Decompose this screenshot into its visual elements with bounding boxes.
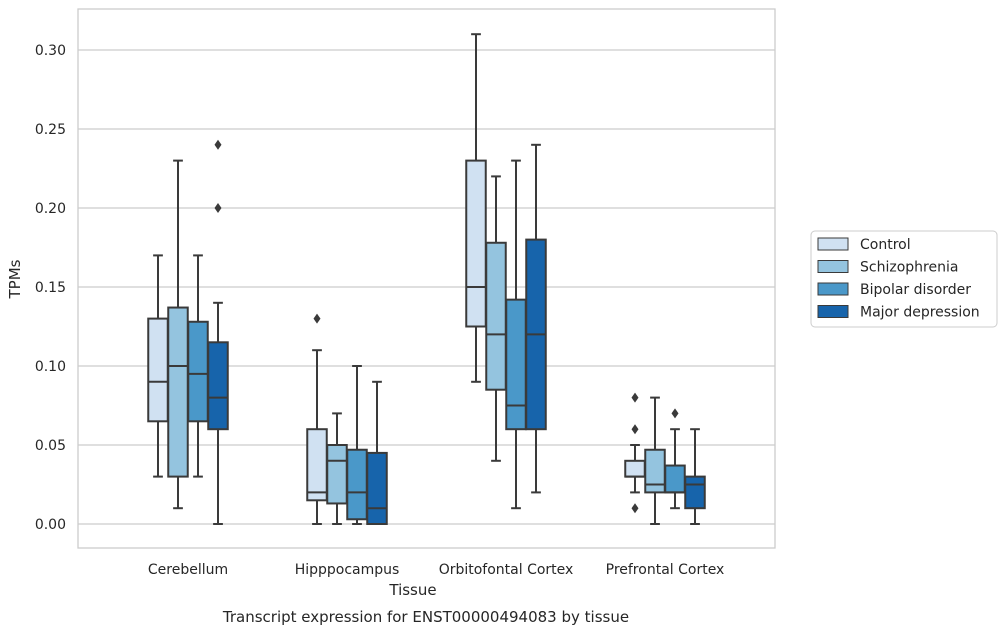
x-tick-label: Hipppocampus xyxy=(295,562,400,578)
outlier-point xyxy=(631,424,639,435)
y-tick-label: 0.00 xyxy=(35,517,66,533)
legend-label: Schizophrenia xyxy=(860,260,958,276)
box-body xyxy=(207,341,229,431)
box-body xyxy=(326,444,348,505)
y-axis-ticks: 0.00 0.05 0.10 0.15 0.20 0.25 0.30 xyxy=(35,43,66,533)
legend-swatch xyxy=(817,237,849,251)
box-control-2 xyxy=(465,33,487,383)
box-body xyxy=(664,464,686,494)
outlier-point xyxy=(214,139,222,150)
legend-swatch xyxy=(817,282,849,296)
x-axis-ticks: Cerebellum Hipppocampus Orbitofontal Corte… xyxy=(148,562,724,578)
y-tick-label: 0.20 xyxy=(35,201,66,217)
box-body xyxy=(485,241,507,391)
x-tick-label: Prefrontal Cortex xyxy=(606,562,725,578)
legend: Control Schizophrenia Bipolar disorder Majo… xyxy=(810,230,998,328)
x-axis-label: Tissue xyxy=(388,581,436,599)
box-body xyxy=(465,159,487,328)
x-tick-label: Cerebellum xyxy=(148,562,228,578)
box-body xyxy=(505,298,527,431)
box-control-1 xyxy=(306,313,328,525)
legend-item-bipolar-disorder: Bipolar disorder xyxy=(817,282,971,298)
legend-item-schizophrenia: Schizophrenia xyxy=(817,260,958,276)
box-major-depression-1 xyxy=(366,380,388,525)
box-schizophrenia-3 xyxy=(644,396,666,525)
box-control-3 xyxy=(624,392,646,514)
y-tick-label: 0.25 xyxy=(35,122,66,138)
y-tick-label: 0.10 xyxy=(35,359,66,375)
outlier-point xyxy=(214,203,222,213)
legend-item-major-depression: Major depression xyxy=(817,305,980,321)
box-body xyxy=(366,451,388,525)
y-tick-label: 0.15 xyxy=(35,280,66,296)
box-body xyxy=(624,459,646,478)
legend-swatch xyxy=(817,305,849,318)
y-axis-label: TPMs xyxy=(6,259,24,299)
y-tick-label: 0.05 xyxy=(35,438,66,454)
x-tick-label: Orbitofontal Cortex xyxy=(439,562,574,578)
box-body xyxy=(644,448,666,494)
boxes xyxy=(147,33,706,525)
box-body xyxy=(187,320,209,423)
box-body xyxy=(684,475,706,510)
legend-swatch xyxy=(817,260,849,273)
outlier-point xyxy=(313,313,321,324)
legend-label: Bipolar disorder xyxy=(860,282,971,298)
box-body xyxy=(306,428,328,502)
y-tick-label: 0.30 xyxy=(35,43,66,59)
legend-box xyxy=(810,230,998,328)
box-major-depression-2 xyxy=(525,143,547,494)
outlier-point xyxy=(631,503,639,514)
box-major-depression-0 xyxy=(207,139,229,525)
legend-item-control: Control xyxy=(817,237,911,253)
box-major-depression-3 xyxy=(684,428,706,525)
chart-caption: Transcript expression for ENST0000049408… xyxy=(222,608,629,626)
outlier-point xyxy=(671,408,679,419)
legend-label: Control xyxy=(860,237,911,253)
outlier-point xyxy=(631,392,639,403)
legend-label: Major depression xyxy=(860,305,980,321)
box-body xyxy=(346,448,368,521)
box-body xyxy=(167,306,189,478)
box-body xyxy=(147,317,169,423)
